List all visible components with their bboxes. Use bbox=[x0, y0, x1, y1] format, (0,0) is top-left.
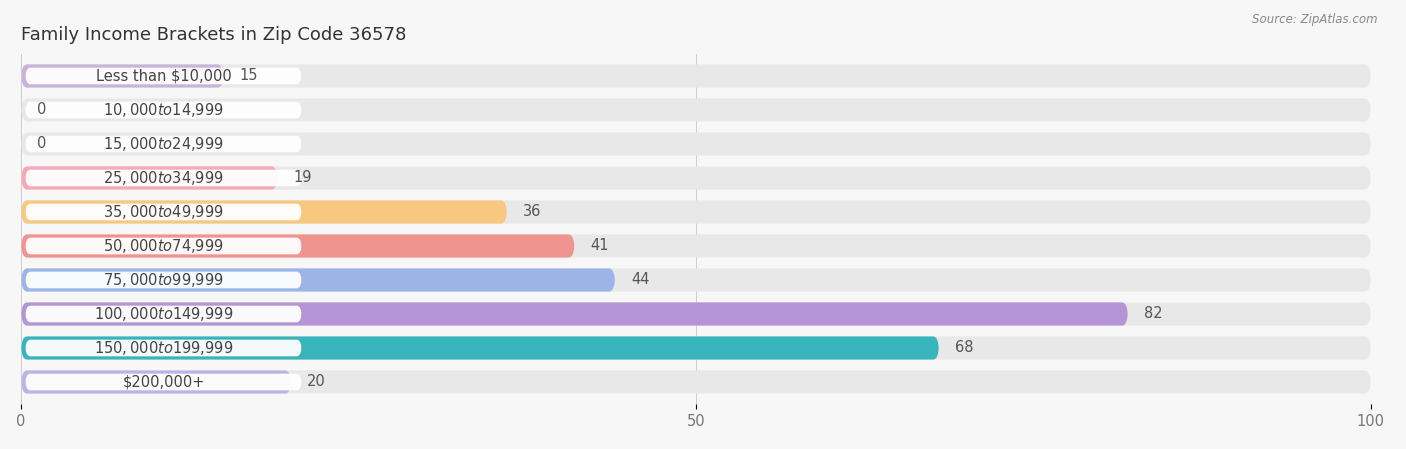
Text: $25,000 to $34,999: $25,000 to $34,999 bbox=[103, 169, 224, 187]
FancyBboxPatch shape bbox=[21, 336, 1371, 360]
FancyBboxPatch shape bbox=[21, 269, 1371, 291]
Text: $150,000 to $199,999: $150,000 to $199,999 bbox=[94, 339, 233, 357]
FancyBboxPatch shape bbox=[21, 303, 1371, 326]
FancyBboxPatch shape bbox=[25, 272, 302, 288]
FancyBboxPatch shape bbox=[25, 170, 302, 186]
FancyBboxPatch shape bbox=[21, 303, 1128, 326]
Text: 0: 0 bbox=[38, 102, 46, 118]
Text: $200,000+: $200,000+ bbox=[122, 374, 205, 389]
Text: $10,000 to $14,999: $10,000 to $14,999 bbox=[103, 101, 224, 119]
FancyBboxPatch shape bbox=[21, 64, 224, 88]
FancyBboxPatch shape bbox=[25, 101, 302, 118]
FancyBboxPatch shape bbox=[21, 234, 575, 258]
FancyBboxPatch shape bbox=[25, 238, 302, 254]
FancyBboxPatch shape bbox=[25, 136, 302, 152]
FancyBboxPatch shape bbox=[21, 200, 1371, 224]
Text: 0: 0 bbox=[38, 136, 46, 151]
Text: 20: 20 bbox=[308, 374, 326, 389]
Text: Family Income Brackets in Zip Code 36578: Family Income Brackets in Zip Code 36578 bbox=[21, 26, 406, 44]
Text: 41: 41 bbox=[591, 238, 609, 254]
FancyBboxPatch shape bbox=[21, 200, 508, 224]
Text: 36: 36 bbox=[523, 204, 541, 220]
FancyBboxPatch shape bbox=[21, 370, 1371, 394]
Text: 19: 19 bbox=[294, 171, 312, 185]
FancyBboxPatch shape bbox=[21, 336, 939, 360]
FancyBboxPatch shape bbox=[25, 340, 302, 357]
FancyBboxPatch shape bbox=[25, 204, 302, 220]
Text: $100,000 to $149,999: $100,000 to $149,999 bbox=[94, 305, 233, 323]
FancyBboxPatch shape bbox=[21, 132, 1371, 155]
FancyBboxPatch shape bbox=[21, 64, 1371, 88]
FancyBboxPatch shape bbox=[25, 306, 302, 322]
Text: $35,000 to $49,999: $35,000 to $49,999 bbox=[103, 203, 224, 221]
FancyBboxPatch shape bbox=[21, 167, 1371, 189]
FancyBboxPatch shape bbox=[21, 234, 1371, 258]
FancyBboxPatch shape bbox=[25, 374, 302, 390]
FancyBboxPatch shape bbox=[25, 68, 302, 84]
FancyBboxPatch shape bbox=[21, 167, 277, 189]
FancyBboxPatch shape bbox=[21, 370, 291, 394]
Text: 68: 68 bbox=[955, 340, 973, 356]
FancyBboxPatch shape bbox=[21, 98, 1371, 122]
FancyBboxPatch shape bbox=[21, 269, 614, 291]
Text: $15,000 to $24,999: $15,000 to $24,999 bbox=[103, 135, 224, 153]
Text: 44: 44 bbox=[631, 273, 650, 287]
Text: 15: 15 bbox=[240, 69, 259, 84]
Text: Less than $10,000: Less than $10,000 bbox=[96, 69, 232, 84]
Text: $50,000 to $74,999: $50,000 to $74,999 bbox=[103, 237, 224, 255]
Text: $75,000 to $99,999: $75,000 to $99,999 bbox=[103, 271, 224, 289]
Text: Source: ZipAtlas.com: Source: ZipAtlas.com bbox=[1253, 13, 1378, 26]
Text: 82: 82 bbox=[1144, 307, 1163, 321]
